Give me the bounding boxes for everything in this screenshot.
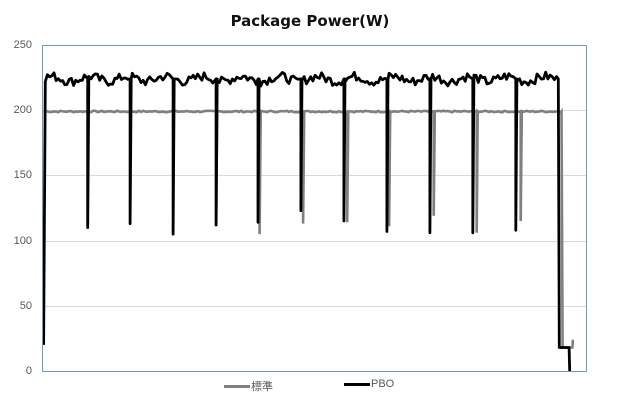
series-lines [42,70,575,372]
series-line-pbo [42,70,572,372]
legend-label-standard: 標準 [251,381,273,393]
gridlines [42,110,586,307]
legend-swatch-standard [224,384,250,388]
chart-title: Package Power(W) [230,12,390,30]
y-tick-100: 100 [13,235,32,247]
series-line-standard [43,107,575,349]
y-tick-250: 250 [13,39,32,51]
y-tick-150: 150 [13,169,32,181]
legend-label-pbo: PBO [371,378,395,390]
y-tick-50: 50 [19,300,32,312]
legend: 標準 PBO [0,378,620,396]
legend-item-standard[interactable]: 標準 [224,378,273,394]
legend-item-pbo[interactable]: PBO [344,378,394,390]
legend-swatch-pbo [344,382,370,386]
y-tick-0: 0 [25,365,32,377]
plot-frame [42,45,587,372]
y-tick-200: 200 [13,104,32,116]
